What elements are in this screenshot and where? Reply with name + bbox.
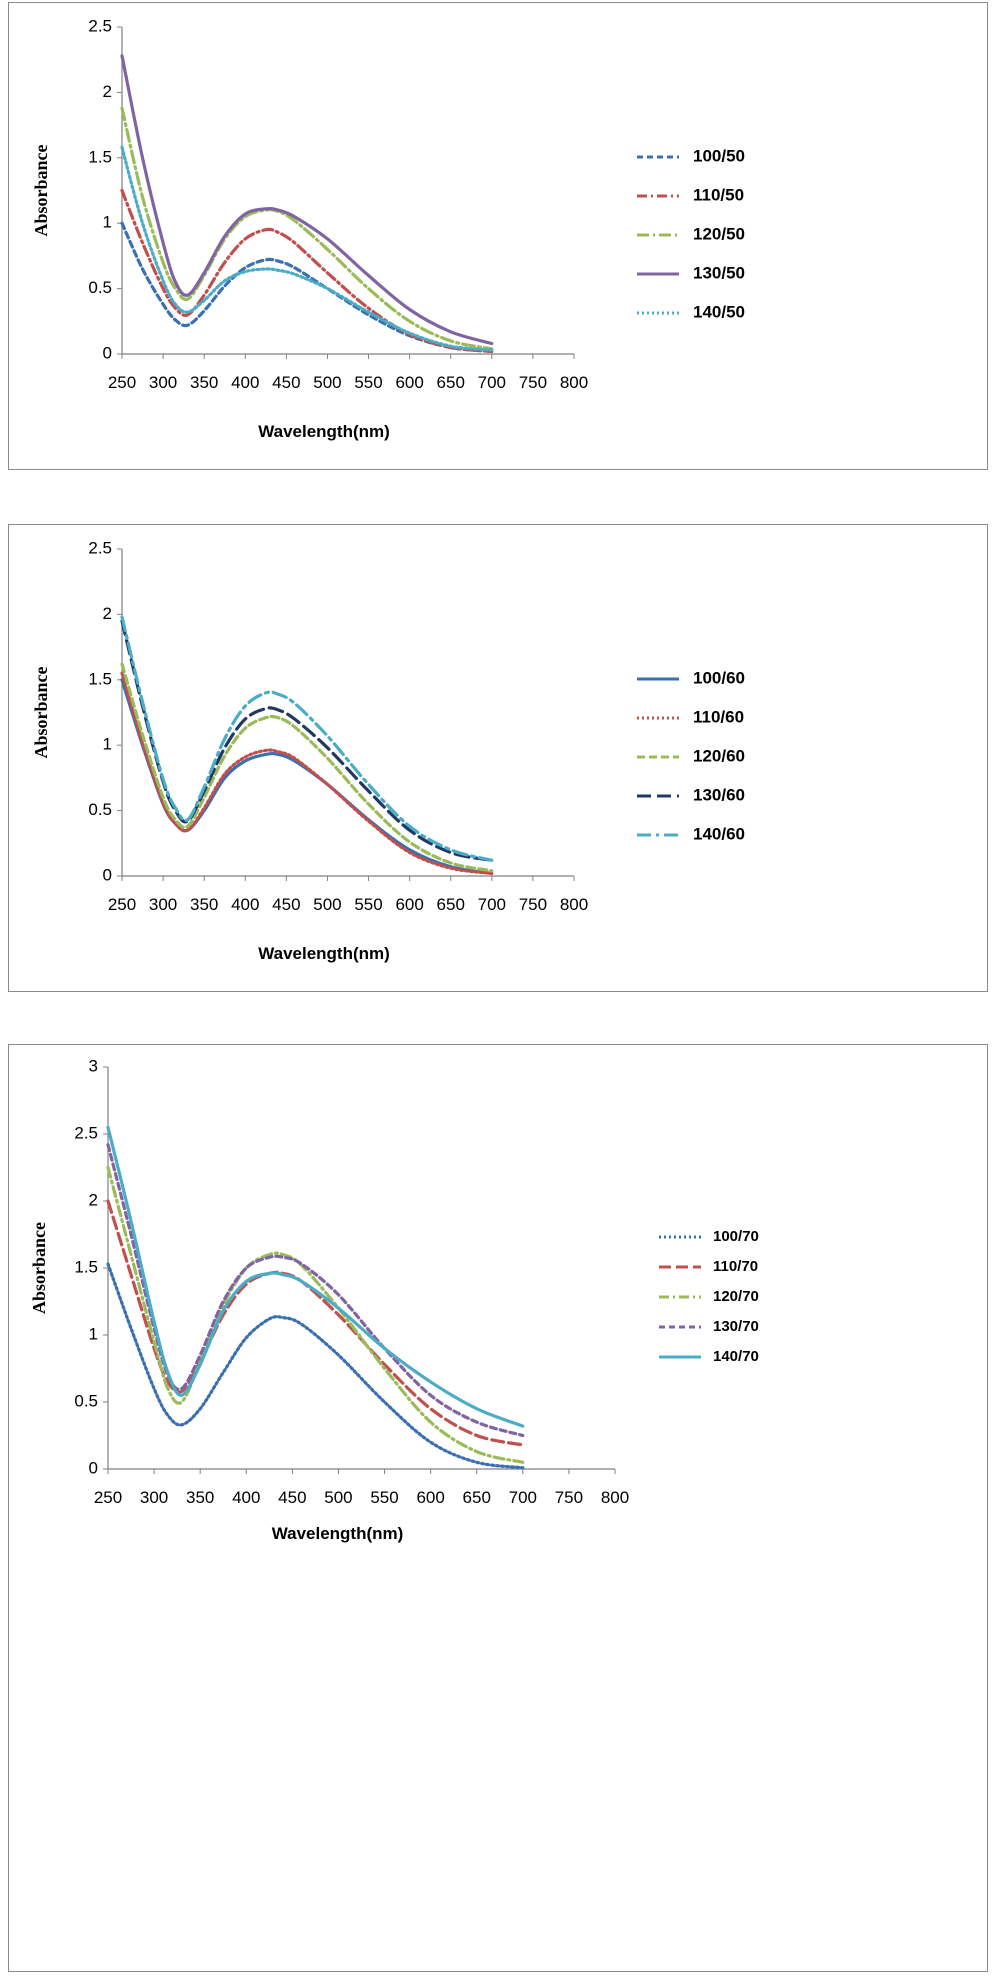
- y-tick-label: 2: [89, 1190, 98, 1209]
- y-tick-label: 1.5: [88, 147, 112, 166]
- x-tick-label: 300: [149, 373, 177, 392]
- series-line-100-50: [120, 221, 494, 353]
- x-tick-label: 450: [272, 895, 300, 914]
- y-tick-label: 0.5: [88, 278, 112, 297]
- x-tick-label: 550: [370, 1488, 398, 1507]
- x-tick-label: 600: [416, 1488, 444, 1507]
- x-tick-label: 550: [354, 895, 382, 914]
- x-tick-label: 350: [190, 895, 218, 914]
- chart-2: 0 0.5 1 1.5 2 2.5 250 300 350 400 450 500 550 600 650 7…: [31, 538, 745, 963]
- x-tick-label: 750: [519, 895, 547, 914]
- x-tick-label: 500: [313, 895, 341, 914]
- x-tick-label: 750: [519, 373, 547, 392]
- x-tick-label: 600: [395, 373, 423, 392]
- series-line-110-60: [120, 671, 494, 875]
- legend-label: 120/70: [713, 1288, 759, 1305]
- y-tick-label: 2.5: [88, 16, 112, 35]
- y-tick-label: 2.5: [74, 1123, 98, 1142]
- x-tick-label: 400: [232, 1488, 260, 1507]
- x-tick-label: 300: [149, 895, 177, 914]
- y-tick-label: 0.5: [88, 800, 112, 819]
- x-tick-label: 300: [140, 1488, 168, 1507]
- x-axis-label: Wavelength(nm): [258, 944, 390, 963]
- series-line-140-70: [106, 1125, 525, 1428]
- x-tick-label: 750: [555, 1488, 583, 1507]
- x-tick-label: 350: [186, 1488, 214, 1507]
- y-tick-label: 3: [89, 1056, 98, 1075]
- y-axis-label: Absorbance: [29, 1222, 49, 1314]
- y-axis-label: Absorbance: [31, 144, 51, 236]
- chart-3: 0 0.5 1 1.5 2 2.5 3 250 300 350 400 450 500 550 600 650…: [29, 1056, 759, 1543]
- y-tick-label: 1.5: [74, 1257, 98, 1276]
- x-tick-label: 250: [108, 895, 136, 914]
- legend-label: 140/50: [693, 302, 745, 321]
- y-tick-label: 1: [103, 213, 112, 232]
- x-tick-label: 400: [231, 895, 259, 914]
- y-tick-label: 0: [89, 1458, 98, 1477]
- series-line-140-50: [120, 145, 494, 352]
- series-line-110-50: [120, 188, 494, 353]
- x-tick-label: 250: [108, 373, 136, 392]
- y-tick-label: 0: [103, 865, 112, 884]
- series-line-120-50: [120, 106, 494, 351]
- x-tick-label: 600: [395, 895, 423, 914]
- series-line-120-70: [106, 1165, 525, 1464]
- x-tick-label: 350: [190, 373, 218, 392]
- legend-label: 130/50: [693, 263, 745, 282]
- series-line-110-70: [106, 1199, 525, 1447]
- x-tick-label: 650: [463, 1488, 491, 1507]
- y-tick-label: 0.5: [74, 1391, 98, 1410]
- chart-panel-1: 0 0.5 1 1.5 2 2.5 250 300 350 400 450 500 550 600 650 7…: [8, 2, 988, 470]
- y-axis-label: Absorbance: [31, 666, 51, 758]
- x-tick-label: 400: [231, 373, 259, 392]
- series-line-130-60: [120, 619, 494, 862]
- legend-label: 130/70: [713, 1318, 759, 1335]
- x-tick-label: 700: [478, 895, 506, 914]
- legend-label: 100/70: [713, 1228, 759, 1245]
- chart-1: 0 0.5 1 1.5 2 2.5 250 300 350 400 450 500 550 600 650 7…: [31, 16, 745, 441]
- legend-label: 110/60: [693, 707, 744, 726]
- chart-panel-3: 0 0.5 1 1.5 2 2.5 3 250 300 350 400 450 500 550 600 650…: [8, 1044, 988, 1972]
- x-tick-label: 450: [272, 373, 300, 392]
- y-tick-label: 1.5: [88, 669, 112, 688]
- y-tick-label: 1: [89, 1324, 98, 1343]
- series-line-130-50: [120, 54, 494, 346]
- legend-label: 120/60: [693, 746, 745, 765]
- legend-label: 110/70: [713, 1258, 758, 1275]
- y-tick-label: 0: [103, 343, 112, 362]
- x-tick-label: 700: [509, 1488, 537, 1507]
- x-tick-label: 500: [324, 1488, 352, 1507]
- legend-label: 130/60: [693, 785, 745, 804]
- x-tick-label: 800: [560, 373, 588, 392]
- x-tick-label: 650: [437, 895, 465, 914]
- x-tick-label: 550: [354, 373, 382, 392]
- y-tick-label: 2: [103, 604, 112, 623]
- series-line-100-70: [106, 1262, 525, 1470]
- y-tick-label: 1: [103, 735, 112, 754]
- legend-label: 100/50: [693, 146, 745, 165]
- x-axis-label: Wavelength(nm): [272, 1524, 404, 1543]
- legend-label: 120/50: [693, 224, 745, 243]
- x-tick-label: 450: [278, 1488, 306, 1507]
- legend-label: 100/60: [693, 668, 745, 687]
- x-tick-label: 250: [94, 1488, 122, 1507]
- chart-panel-2: 0 0.5 1 1.5 2 2.5 250 300 350 400 450 500 550 600 650 7…: [8, 524, 988, 992]
- x-axis-label: Wavelength(nm): [258, 422, 390, 441]
- series-line-120-60: [120, 662, 494, 873]
- legend-label: 140/70: [713, 1348, 759, 1365]
- x-tick-label: 500: [313, 373, 341, 392]
- series-line-140-60: [120, 615, 494, 862]
- series-line-130-70: [106, 1143, 525, 1438]
- x-tick-label: 650: [437, 373, 465, 392]
- x-tick-label: 800: [560, 895, 588, 914]
- x-tick-label: 700: [478, 373, 506, 392]
- legend-label: 110/50: [693, 185, 744, 204]
- y-tick-label: 2: [103, 82, 112, 101]
- legend-label: 140/60: [693, 824, 745, 843]
- y-tick-label: 2.5: [88, 538, 112, 557]
- x-tick-label: 800: [601, 1488, 629, 1507]
